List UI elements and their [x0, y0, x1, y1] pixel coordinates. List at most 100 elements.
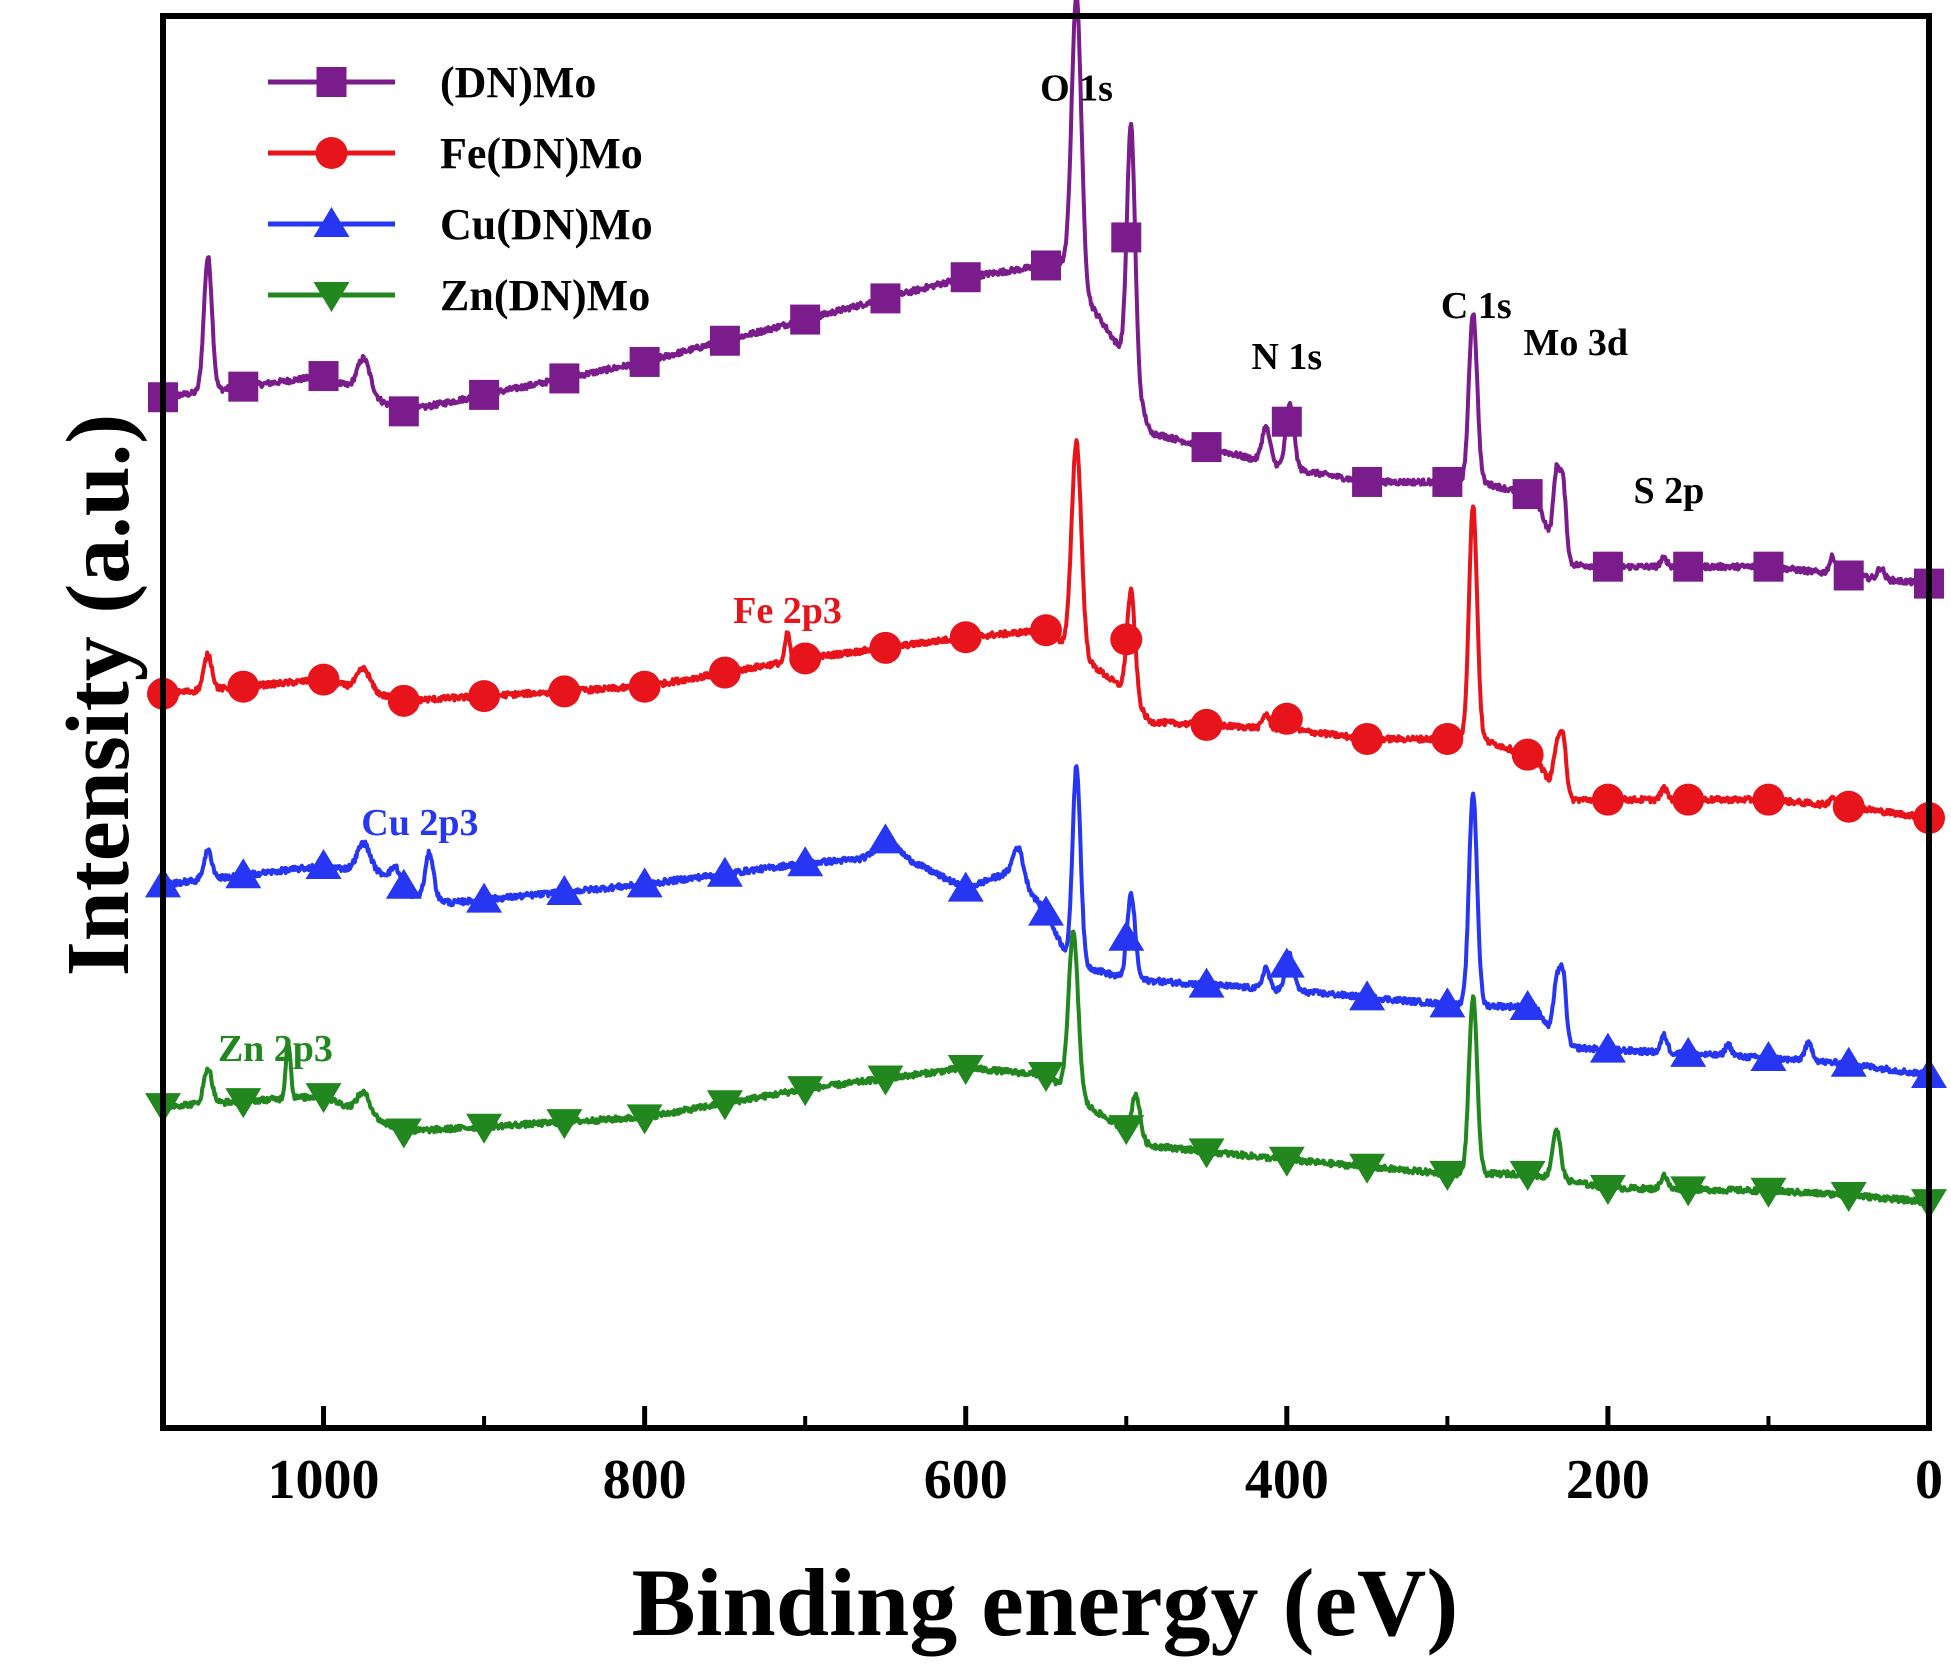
data-marker — [628, 670, 661, 703]
data-marker — [1108, 920, 1145, 951]
data-marker — [548, 675, 581, 708]
data-marker — [1589, 1174, 1626, 1205]
legend-label: Fe(DN)Mo — [440, 129, 643, 178]
data-marker — [787, 1076, 824, 1107]
data-marker — [1028, 895, 1064, 926]
data-marker — [626, 867, 663, 898]
data-marker — [1431, 722, 1464, 755]
data-marker — [1031, 250, 1061, 281]
legend-marker — [313, 282, 350, 312]
data-marker — [1349, 1153, 1386, 1184]
data-marker — [1349, 980, 1386, 1011]
data-marker — [385, 868, 422, 899]
legend-label: Zn(DN)Mo — [440, 271, 650, 320]
data-marker — [1670, 1176, 1707, 1207]
data-marker — [790, 304, 821, 335]
data-marker — [469, 379, 500, 410]
legend-marker — [315, 137, 348, 169]
legend-item: (DN)Mo — [268, 58, 596, 107]
x-tick-label: 0 — [1915, 1449, 1943, 1511]
data-marker — [225, 858, 262, 889]
data-marker — [1830, 1046, 1867, 1077]
data-marker — [1429, 987, 1466, 1018]
data-marker — [305, 1083, 342, 1114]
data-marker — [546, 875, 583, 906]
plot-frame — [160, 13, 1932, 1431]
data-marker — [1432, 466, 1463, 497]
legend: (DN)Mo Fe(DN)Mo Cu(DN)Mo Zn(DN)Mo — [268, 58, 653, 320]
peak-label: C 1s — [1441, 285, 1512, 327]
data-marker — [1110, 623, 1143, 656]
peak-label: S 2p — [1634, 470, 1705, 512]
legend-label: Cu(DN)Mo — [440, 200, 653, 249]
data-marker — [1270, 702, 1303, 735]
peak-annotations: O 1s N 1s C 1s Mo 3d S 2p Fe 2p3 Cu 2p3 Zn 2p3 — [218, 68, 1704, 1070]
data-marker — [947, 871, 984, 902]
x-tick-label: 400 — [1245, 1449, 1329, 1511]
peak-label: Zn 2p3 — [218, 1028, 333, 1070]
data-marker — [789, 642, 822, 675]
data-marker — [1753, 551, 1784, 582]
legend-item: Fe(DN)Mo — [268, 129, 643, 178]
data-marker — [706, 856, 743, 887]
series-dnmo — [148, 0, 1944, 599]
data-marker — [1352, 466, 1383, 497]
legend-marker — [313, 207, 350, 237]
data-marker — [947, 1054, 984, 1085]
peak-label: N 1s — [1251, 336, 1322, 378]
data-marker — [308, 361, 339, 392]
data-marker — [1030, 614, 1062, 647]
data-marker — [466, 1113, 503, 1144]
data-marker — [549, 363, 580, 394]
x-axis-title: Binding energy (eV) — [632, 1549, 1459, 1656]
data-marker — [867, 823, 904, 854]
peak-label: Fe 2p3 — [733, 590, 842, 632]
axes: 1000 800 600 400 200 0 — [160, 13, 1943, 1511]
data-marker — [1833, 560, 1864, 591]
data-marker — [468, 680, 501, 713]
data-marker — [1589, 1032, 1626, 1063]
data-marker — [1268, 947, 1305, 978]
data-marker — [709, 325, 740, 356]
legend-item: Cu(DN)Mo — [268, 200, 653, 249]
data-marker — [1672, 783, 1705, 816]
x-tick-label: 800 — [603, 1449, 687, 1511]
data-marker — [629, 346, 660, 377]
data-marker — [387, 684, 420, 717]
series-fednmo — [147, 438, 1945, 835]
data-marker — [1188, 1138, 1225, 1169]
data-marker — [867, 1065, 904, 1096]
data-marker — [1429, 1160, 1466, 1191]
data-marker — [1271, 406, 1302, 437]
y-axis-title: Intensity (a.u.) — [49, 414, 148, 977]
data-marker — [708, 656, 741, 689]
peak-label: O 1s — [1040, 68, 1113, 110]
data-marker — [1509, 989, 1546, 1020]
data-marker — [1832, 790, 1865, 823]
data-marker — [1673, 551, 1704, 582]
data-marker — [225, 1088, 262, 1119]
data-marker — [388, 396, 419, 427]
data-marker — [546, 1109, 583, 1140]
data-marker — [1351, 722, 1384, 755]
data-marker — [626, 1104, 663, 1135]
data-marker — [307, 663, 340, 696]
legend-marker — [316, 67, 347, 97]
data-marker — [1511, 738, 1544, 771]
peak-label: Cu 2p3 — [361, 802, 478, 844]
data-marker — [1591, 783, 1624, 816]
data-marker — [1509, 1160, 1546, 1191]
legend-label: (DN)Mo — [440, 58, 596, 107]
data-marker — [1191, 432, 1222, 463]
data-marker — [1268, 1146, 1305, 1177]
data-marker — [385, 1118, 422, 1149]
data-marker — [1028, 1062, 1064, 1092]
x-tick-label: 200 — [1566, 1449, 1650, 1511]
data-marker — [1190, 708, 1223, 741]
data-marker — [1752, 783, 1785, 816]
data-marker — [1108, 1115, 1145, 1146]
x-tick-label: 600 — [924, 1449, 1008, 1511]
data-marker — [1592, 551, 1623, 582]
data-marker — [1830, 1182, 1867, 1213]
